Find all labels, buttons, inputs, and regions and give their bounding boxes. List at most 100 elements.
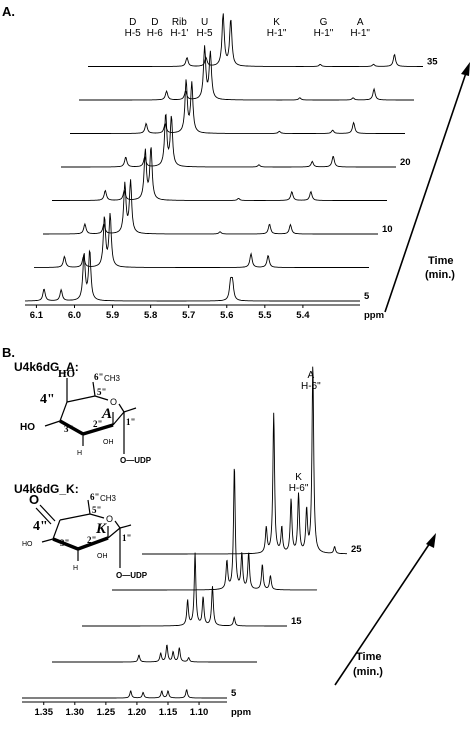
panel-b-x-axis: 1.35 1.30 1.25 1.20 1.15 1.10 ppm [22,701,251,718]
panel-b-peak-labels: AH-6"KH-6" [289,370,321,494]
struct-a-c6: 6" [94,372,104,382]
spectrum-trace [142,366,347,555]
spectrum-trace [112,468,318,591]
x-tick-label: 5.7 [182,310,195,321]
struct-k-oh: OH [97,553,108,560]
struct-k-c3: 3" [60,538,70,548]
peak-label-compound: Rib [172,17,187,28]
x-tick-label: 1.35 [34,707,53,718]
x-tick-label: 1.30 [66,707,85,718]
panel-b-label: B. [2,345,15,360]
spectrum-trace [61,113,396,168]
x-axis-unit: ppm [364,310,384,321]
struct-a-c3: 3" [64,424,74,434]
panel-b-time-unit: (min.) [353,666,383,678]
panel-b-time-arrow [334,539,433,686]
panel-b-time-label: Time [356,651,381,663]
time-point-label: 20 [400,157,411,168]
struct-a-c4: 4" [40,392,55,407]
struct-k-ho: HO [22,541,33,548]
struct-k-keto-o: O [29,492,39,507]
spectrum-trace [88,13,423,67]
panel-a-time-arrowhead [461,62,470,76]
panel-a-x-axis: 6.1 6.0 5.9 5.8 5.7 5.6 5.5 5.4 ppm [25,304,384,321]
peak-label-compound: U [201,17,208,28]
struct-a-ring-o: O [110,397,117,407]
x-tick-label: 5.5 [258,310,272,321]
x-tick-label: 5.6 [220,310,233,321]
struct-a-oh: OH [103,439,114,446]
time-point-label: 25 [351,544,362,555]
structure-u4k6dg-k: O 4" 6" CH3 5" K O HO 3" 2" 1" H OH O—UD… [22,492,148,580]
x-tick-label: 1.25 [97,707,116,718]
struct-a-c2: 2" [93,419,103,429]
peak-label-compound: A [307,370,314,381]
time-point-label: 10 [382,224,393,235]
peak-label-compound: K [295,472,302,483]
x-tick-label: 5.4 [296,310,310,321]
struct-k-c5: 5" [92,505,102,515]
struct-k-ring-label: K [95,521,107,537]
x-axis-unit: ppm [231,707,251,718]
struct-k-c2: 2" [87,535,97,545]
x-tick-label: 1.20 [128,707,147,718]
peak-label-proton: H-6 [147,28,164,39]
peak-label-proton: H-6" [301,381,321,392]
spectrum-trace [34,212,369,268]
peak-label-compound: D [129,17,136,28]
panel-b-time-arrowhead [426,533,436,548]
panel-a-time-label: Time [428,255,453,267]
struct-a-udp: O—UDP [120,456,152,465]
spectrum-trace [43,179,378,235]
peak-label-proton: H-1" [314,28,334,39]
struct-k-ch3: CH3 [100,494,117,503]
x-tick-label: 5.9 [106,310,119,321]
spectrum-trace [52,644,257,663]
spectrum-trace [79,45,414,101]
struct-a-c5: 5" [97,387,107,397]
peak-label-proton: H-1" [350,28,370,39]
struct-a-c1: 1" [126,417,136,427]
spectrum-trace [70,79,405,134]
struct-a-ho-left: HO [20,422,35,433]
panel-a-time-arrow [384,69,468,313]
struct-k-c6: 6" [90,492,100,502]
struct-k-c4: 4" [33,519,48,534]
peak-label-proton: H-5 [197,28,214,39]
time-point-label: 35 [427,57,438,68]
x-tick-label: 1.15 [159,707,178,718]
panel-a-time-unit: (min.) [425,269,455,281]
struct-k-udp: O—UDP [116,571,148,580]
x-tick-label: 1.10 [190,707,209,718]
peak-label-proton: H-6" [289,483,309,494]
struct-a-ch3: CH3 [104,374,121,383]
time-point-label: 5 [364,291,370,302]
peak-label-compound: D [151,17,158,28]
spectrum-trace [25,249,360,302]
spectrum-trace [82,552,287,627]
panel-b: B. U4k6dG_A: U4k6dG_K: HO 4" 6" CH3 5" A [2,345,436,718]
struct-k-h: H [73,565,78,572]
compound-a-title: U4k6dG_A: [14,360,79,374]
peak-label-proton: H-5 [125,28,142,39]
struct-k-ring-o: O [106,514,113,524]
panel-a-traces: 5 10 20 35 [25,13,438,302]
peak-label-compound: K [273,17,280,28]
struct-a-h: H [77,450,82,457]
x-tick-label: 5.8 [144,310,157,321]
struct-a-ho-top: HO [58,368,76,380]
time-point-label: 5 [231,688,237,699]
x-tick-label: 6.1 [30,310,44,321]
panel-a-label: A. [2,4,15,19]
spectrum-trace [52,147,387,201]
time-point-label: 15 [291,616,302,627]
compound-k-title: U4k6dG_K: [14,482,79,496]
struct-k-c1: 1" [122,533,132,543]
peak-label-compound: G [320,17,328,28]
spectrum-trace [22,689,227,699]
panel-b-traces: 5 15 25 [22,366,362,699]
peak-label-compound: A [357,17,364,28]
